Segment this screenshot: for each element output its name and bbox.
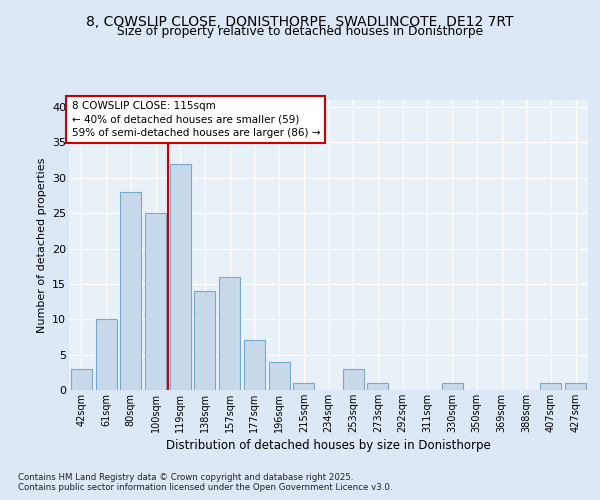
Text: Size of property relative to detached houses in Donisthorpe: Size of property relative to detached ho… bbox=[117, 25, 483, 38]
Y-axis label: Number of detached properties: Number of detached properties bbox=[37, 158, 47, 332]
Bar bbox=[442, 383, 463, 390]
Text: Contains HM Land Registry data © Crown copyright and database right 2025.: Contains HM Land Registry data © Crown c… bbox=[18, 472, 353, 482]
Text: 8, COWSLIP CLOSE, DONISTHORPE, SWADLINCOTE, DE12 7RT: 8, COWSLIP CLOSE, DONISTHORPE, SWADLINCO… bbox=[86, 15, 514, 29]
Bar bbox=[343, 369, 364, 390]
Text: Contains public sector information licensed under the Open Government Licence v3: Contains public sector information licen… bbox=[18, 484, 392, 492]
Bar bbox=[269, 362, 290, 390]
Bar bbox=[194, 291, 215, 390]
Bar bbox=[367, 383, 388, 390]
Bar bbox=[145, 213, 166, 390]
Bar bbox=[170, 164, 191, 390]
X-axis label: Distribution of detached houses by size in Donisthorpe: Distribution of detached houses by size … bbox=[166, 439, 491, 452]
Bar bbox=[71, 369, 92, 390]
Bar bbox=[120, 192, 141, 390]
Bar bbox=[219, 277, 240, 390]
Bar bbox=[541, 383, 562, 390]
Text: 8 COWSLIP CLOSE: 115sqm
← 40% of detached houses are smaller (59)
59% of semi-de: 8 COWSLIP CLOSE: 115sqm ← 40% of detache… bbox=[71, 102, 320, 138]
Bar bbox=[244, 340, 265, 390]
Bar bbox=[95, 320, 116, 390]
Bar bbox=[293, 383, 314, 390]
Bar bbox=[565, 383, 586, 390]
